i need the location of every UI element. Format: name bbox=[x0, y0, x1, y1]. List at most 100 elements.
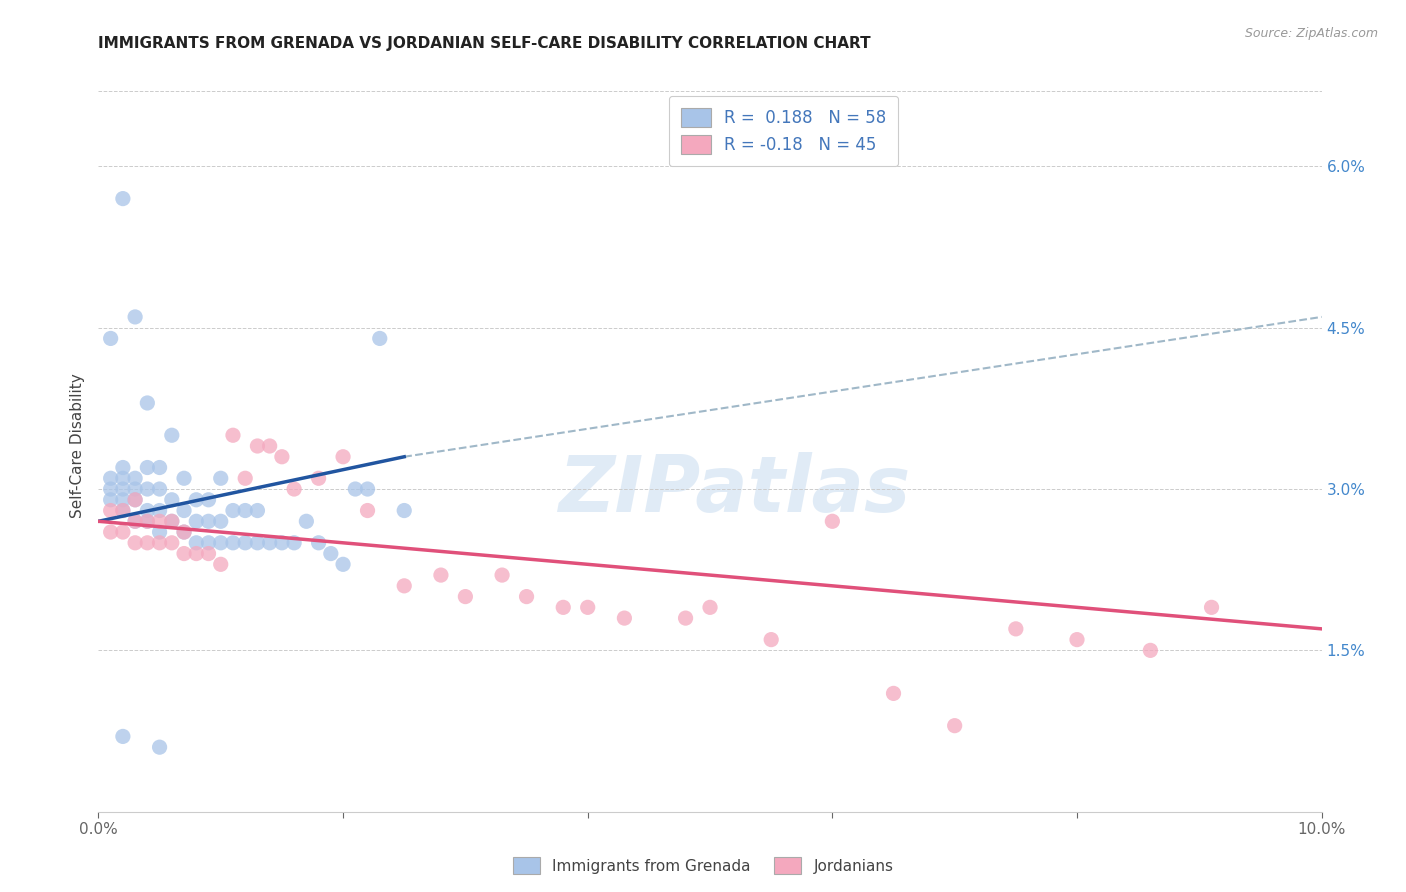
Point bbox=[173, 471, 195, 485]
Point bbox=[173, 524, 195, 539]
Point bbox=[124, 310, 146, 324]
Point bbox=[100, 524, 122, 539]
Point bbox=[111, 492, 134, 507]
Point bbox=[160, 428, 183, 442]
Point bbox=[222, 536, 245, 550]
Point bbox=[392, 579, 416, 593]
Point bbox=[186, 536, 208, 550]
Point bbox=[430, 568, 453, 582]
Point bbox=[332, 450, 354, 464]
Point bbox=[124, 492, 146, 507]
Point bbox=[883, 686, 905, 700]
Point bbox=[136, 514, 159, 528]
Point bbox=[111, 192, 134, 206]
Point bbox=[100, 503, 122, 517]
Point bbox=[454, 590, 477, 604]
Point bbox=[136, 536, 159, 550]
Point bbox=[100, 492, 122, 507]
Point bbox=[136, 460, 159, 475]
Point bbox=[209, 536, 232, 550]
Point bbox=[233, 503, 256, 517]
Point bbox=[516, 590, 538, 604]
Point bbox=[233, 471, 256, 485]
Point bbox=[111, 503, 134, 517]
Point bbox=[149, 740, 172, 755]
Point bbox=[246, 503, 269, 517]
Y-axis label: Self-Care Disability: Self-Care Disability bbox=[69, 374, 84, 518]
Point bbox=[149, 536, 172, 550]
Point bbox=[270, 536, 292, 550]
Point bbox=[259, 439, 281, 453]
Point bbox=[197, 547, 219, 561]
Point bbox=[699, 600, 721, 615]
Point bbox=[233, 536, 256, 550]
Point bbox=[246, 439, 269, 453]
Point bbox=[209, 514, 232, 528]
Point bbox=[259, 536, 281, 550]
Point bbox=[222, 428, 245, 442]
Point bbox=[222, 503, 245, 517]
Point bbox=[160, 536, 183, 550]
Point bbox=[553, 600, 575, 615]
Point bbox=[197, 536, 219, 550]
Point bbox=[136, 396, 159, 410]
Point bbox=[160, 514, 183, 528]
Legend: Immigrants from Grenada, Jordanians: Immigrants from Grenada, Jordanians bbox=[506, 851, 900, 880]
Point bbox=[308, 536, 330, 550]
Point bbox=[332, 558, 354, 572]
Point bbox=[111, 503, 134, 517]
Point bbox=[613, 611, 636, 625]
Point bbox=[283, 482, 305, 496]
Point bbox=[149, 524, 172, 539]
Point bbox=[124, 471, 146, 485]
Point bbox=[368, 331, 391, 345]
Point bbox=[124, 536, 146, 550]
Point bbox=[111, 524, 134, 539]
Point bbox=[283, 536, 305, 550]
Point bbox=[1004, 622, 1026, 636]
Point bbox=[246, 536, 269, 550]
Point bbox=[943, 719, 966, 733]
Text: Source: ZipAtlas.com: Source: ZipAtlas.com bbox=[1244, 27, 1378, 40]
Point bbox=[308, 471, 330, 485]
Point bbox=[1201, 600, 1223, 615]
Point bbox=[100, 331, 122, 345]
Point bbox=[136, 514, 159, 528]
Point bbox=[491, 568, 513, 582]
Point bbox=[173, 547, 195, 561]
Point bbox=[100, 482, 122, 496]
Point bbox=[675, 611, 697, 625]
Point bbox=[149, 514, 172, 528]
Point bbox=[209, 558, 232, 572]
Point bbox=[344, 482, 367, 496]
Point bbox=[209, 471, 232, 485]
Point bbox=[319, 547, 342, 561]
Point bbox=[197, 514, 219, 528]
Point bbox=[576, 600, 599, 615]
Point bbox=[111, 460, 134, 475]
Legend: R =  0.188   N = 58, R = -0.18   N = 45: R = 0.188 N = 58, R = -0.18 N = 45 bbox=[669, 96, 898, 166]
Point bbox=[136, 482, 159, 496]
Point bbox=[111, 730, 134, 744]
Point bbox=[821, 514, 844, 528]
Point bbox=[392, 503, 416, 517]
Point bbox=[197, 492, 219, 507]
Point bbox=[100, 471, 122, 485]
Point bbox=[186, 514, 208, 528]
Point bbox=[124, 514, 146, 528]
Point bbox=[124, 492, 146, 507]
Point bbox=[295, 514, 318, 528]
Point bbox=[759, 632, 782, 647]
Point bbox=[173, 503, 195, 517]
Text: IMMIGRANTS FROM GRENADA VS JORDANIAN SELF-CARE DISABILITY CORRELATION CHART: IMMIGRANTS FROM GRENADA VS JORDANIAN SEL… bbox=[98, 36, 872, 51]
Point bbox=[1139, 643, 1161, 657]
Point bbox=[173, 524, 195, 539]
Point bbox=[149, 503, 172, 517]
Point bbox=[270, 450, 292, 464]
Point bbox=[356, 482, 378, 496]
Point bbox=[149, 482, 172, 496]
Point bbox=[149, 460, 172, 475]
Point bbox=[160, 492, 183, 507]
Point bbox=[160, 514, 183, 528]
Point bbox=[356, 503, 378, 517]
